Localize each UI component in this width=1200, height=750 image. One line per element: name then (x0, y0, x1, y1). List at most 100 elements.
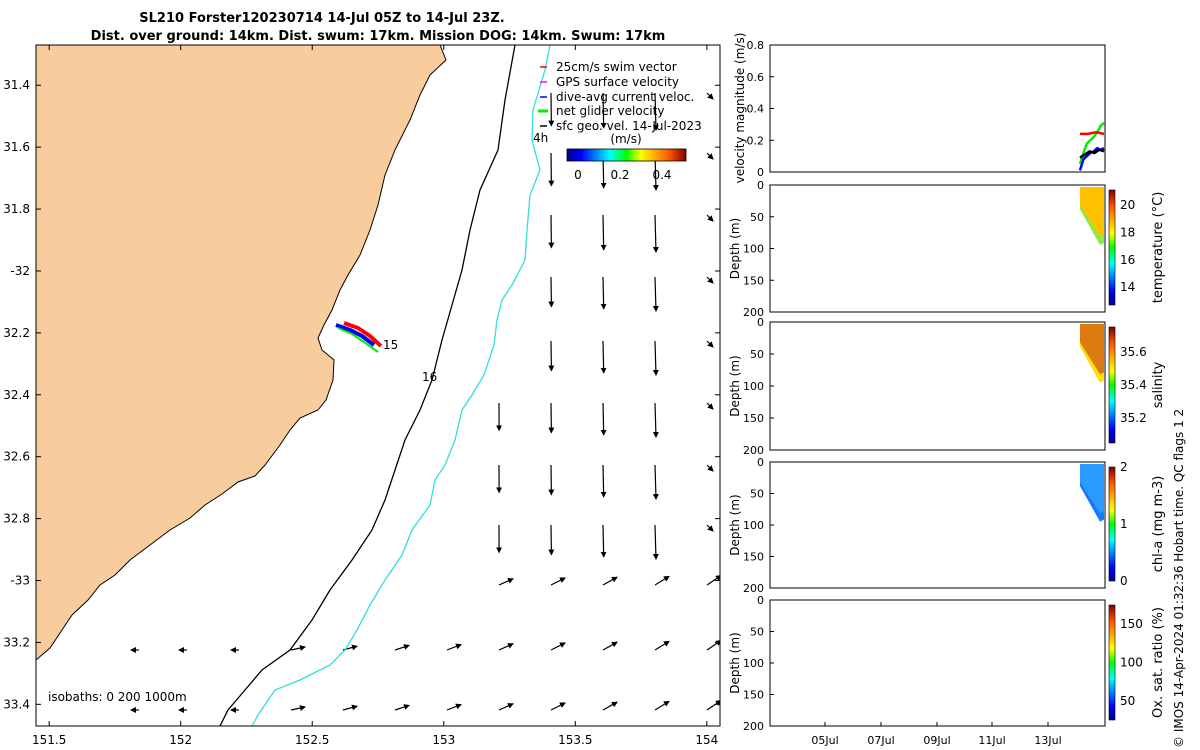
velocity-arrow (654, 575, 670, 586)
colorbar-tick-label: 35.2 (1120, 411, 1147, 425)
profile-colorbar (1108, 466, 1116, 582)
colorbar-tick-label: 100 (1120, 656, 1143, 670)
depth-tick-label: 150 (743, 551, 764, 564)
velocity-arrow (706, 340, 714, 348)
depth-tick-label: 0 (757, 179, 764, 192)
profile-data-patch (1080, 324, 1104, 383)
depth-tick-label: 50 (750, 488, 764, 501)
depth-ylabel: Depth (m) (728, 355, 742, 416)
velocity-y-tick-label: 0.4 (747, 103, 765, 116)
profile-data-patch (1080, 464, 1104, 522)
velocity-arrow (600, 524, 607, 558)
profile-colorbar (1108, 189, 1116, 306)
profile-axes (769, 461, 1106, 589)
velocity-y-tick-label: 0.2 (747, 134, 765, 147)
velocity-arrow (602, 701, 618, 711)
depth-ylabel: Depth (m) (728, 632, 742, 693)
depth-tick-label: 200 (743, 582, 764, 595)
velocity-arrow (652, 214, 659, 253)
velocity-arrow (706, 152, 714, 160)
surface-velocity-arrows (130, 92, 720, 713)
velocity-arrow (498, 643, 514, 651)
isobaths-label: isobaths: 0 200 1000m (48, 690, 187, 704)
velocity-y-tick-label: 0.6 (747, 71, 765, 84)
velocity-series (1078, 121, 1105, 171)
velocity-ylabel: velocity magnitude (m/s) (733, 33, 747, 184)
legend-label-sfc-geo: sfc geo. vel. 14-Jul-2023 (556, 119, 702, 133)
velocity-arrow (652, 402, 659, 438)
velocity-arrow (600, 340, 607, 374)
depth-tick-label: 0 (757, 456, 764, 469)
map-x-tick-label: 152.5 (295, 733, 329, 747)
map-y-tick-label: 31.6 (3, 140, 30, 154)
isobath-1000m (251, 45, 551, 726)
map-y-tick-label: -33 (10, 574, 30, 588)
velocity-arrow (706, 524, 714, 532)
depth-tick-label: 100 (743, 380, 764, 393)
legend-label-net: net glider velocity (556, 104, 664, 118)
map-colorbar: (m/s) 0 0.2 0.4 (566, 132, 687, 182)
velocity-arrow (600, 464, 607, 498)
colorbar-units: (m/s) (610, 132, 641, 146)
time-tick-label: 13Jul (1034, 734, 1061, 747)
depth-tick-label: 50 (750, 348, 764, 361)
legend-label-swim: 25cm/s swim vector (556, 60, 677, 74)
map-panel: SL210 Forster120230714 14-Jul 05Z to 14-… (3, 11, 721, 747)
map-x-tick-label: 153 (432, 733, 455, 747)
velocity-arrow (446, 643, 462, 651)
colorbar-gradient (566, 148, 687, 162)
colorbar-tick-label: 18 (1120, 225, 1135, 239)
velocity-arrow (342, 704, 358, 711)
colorbar-tick-0: 0 (574, 168, 582, 182)
colorbar-tick-label: 14 (1120, 280, 1135, 294)
colorbar-tick-label: 150 (1120, 617, 1143, 631)
colorbar-tick-label: 2 (1120, 460, 1128, 474)
depth-tick-label: 0 (757, 594, 764, 607)
velocity-arrow (652, 524, 659, 560)
velocity-arrow (652, 92, 659, 131)
isobath-200m (219, 45, 516, 726)
velocity-arrow (706, 700, 720, 711)
velocity-arrow (602, 576, 618, 586)
velocity-arrow (600, 276, 607, 310)
velocity-arrow (652, 276, 659, 312)
time-tick-label: 05Jul (811, 734, 838, 747)
velocity-arrow (600, 92, 607, 129)
map-y-tick-label: 32.2 (3, 326, 30, 340)
time-tick-label: 11Jul (978, 734, 1005, 747)
velocity-arrow (706, 92, 714, 100)
track-net-velocity (337, 327, 379, 353)
velocity-arrow (652, 464, 659, 500)
map-title-line-1: SL210 Forster120230714 14-Jul 05Z to 14-… (139, 11, 504, 26)
profile-axes (769, 321, 1106, 451)
map-y-tick-label: 32.6 (3, 450, 30, 464)
depth-tick-label: 150 (743, 689, 764, 702)
side-note: © IMOS 14-Apr-2024 01:32:36 Hobart time.… (1172, 409, 1186, 748)
depth-ylabel: Depth (m) (728, 494, 742, 555)
velocity-arrow (290, 705, 306, 711)
map-y-tick-label: 32.4 (3, 388, 30, 402)
map-y-tick-label: 33.4 (3, 697, 30, 711)
colorbar-tick-2: 0.4 (652, 168, 671, 182)
velocity-arrow (654, 700, 670, 711)
velocity-arrow (652, 340, 659, 376)
map-x-tick-label: 152 (169, 733, 192, 747)
velocity-arrow (706, 575, 720, 586)
velocity-arrow (394, 644, 410, 651)
velocity-arrow (550, 577, 566, 586)
profile-data-edge (1080, 481, 1104, 522)
depth-tick-label: 100 (743, 243, 764, 256)
profile-panel: 0 50 100 150 200 Depth (m) 35.6 35.4 35.2 salinit… (728, 316, 1166, 457)
profile-data-edge (1080, 205, 1104, 245)
depth-tick-label: 50 (750, 626, 764, 639)
map-x-tick-label: 151.5 (32, 733, 66, 747)
legend-label-dive-avg: dive-avg current veloc. (556, 90, 694, 104)
map-y-tick-label: 33.2 (3, 635, 30, 649)
colorbar-tick-label: 50 (1120, 694, 1135, 708)
velocity-arrow (550, 702, 566, 711)
land-mass (36, 45, 447, 661)
track-swim-vector (343, 321, 383, 348)
depth-tick-label: 150 (743, 412, 764, 425)
